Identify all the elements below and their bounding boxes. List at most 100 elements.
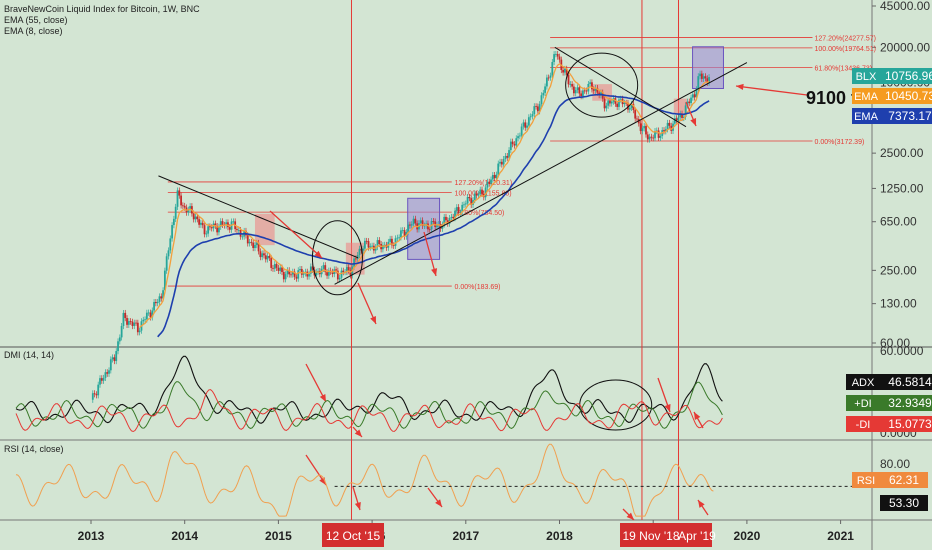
candle-body (151, 310, 154, 318)
candle-body (517, 136, 519, 139)
candle-body (596, 87, 599, 93)
candle-body (203, 225, 206, 235)
candle-body (497, 163, 500, 175)
candle-body (544, 86, 546, 93)
candle-body (389, 238, 392, 242)
candle-body (468, 197, 471, 199)
candle-body (104, 372, 107, 378)
candle-body (236, 229, 238, 231)
fib-label: 127.20%(1420.31) (455, 180, 513, 187)
candle-body (398, 237, 401, 239)
candle-body (684, 105, 687, 117)
candle-body (664, 129, 667, 132)
candle-body (704, 76, 707, 79)
candle-body (194, 216, 197, 220)
candle-body (511, 141, 514, 145)
candle-body (111, 357, 114, 360)
candle-body (540, 95, 543, 105)
y-tick-label: 60.00 (880, 336, 910, 350)
adx-tag-name: ADX (852, 377, 875, 389)
candle-body (165, 256, 168, 271)
candle-body (216, 225, 219, 233)
candle-body (214, 223, 217, 226)
candle-body (367, 241, 370, 248)
candle-body (284, 274, 287, 280)
candle-body (520, 126, 523, 136)
candle-body (454, 210, 456, 219)
date-tag-bg (322, 523, 384, 547)
candle-body (342, 270, 345, 273)
ema55-tag-name-bg (852, 108, 880, 124)
candle-body (266, 256, 269, 260)
candle-body (412, 218, 415, 225)
candle-body (281, 267, 283, 273)
candle-body (569, 84, 572, 85)
candle-body (356, 254, 359, 260)
candle-body (358, 248, 361, 255)
arrow-head (431, 268, 438, 276)
candle-body (509, 141, 512, 151)
candle-body (93, 393, 96, 395)
candle-body (562, 69, 565, 73)
candle-body (131, 321, 134, 326)
candle-body (200, 222, 202, 225)
candle-body (308, 273, 310, 277)
candle-body (650, 136, 653, 138)
candle-body (682, 116, 685, 118)
x-tick-label: 2013 (78, 529, 105, 543)
candle-body (627, 102, 629, 110)
candle-body (556, 53, 559, 57)
candle-body (500, 161, 503, 165)
fib-label: 61.80%(13436.73) (814, 66, 872, 73)
candle-body (365, 240, 368, 242)
arrow-head (354, 429, 362, 437)
candle-body (135, 322, 137, 324)
arrow-head (435, 499, 442, 507)
candle-body (495, 174, 498, 179)
candle-body (362, 248, 364, 251)
candle-body (499, 161, 501, 164)
candle-body (201, 222, 204, 226)
rsi-tag-name-bg (852, 472, 880, 488)
candle-body (259, 251, 262, 258)
candle-body (452, 216, 455, 219)
x-tick-label: 2020 (734, 529, 761, 543)
candle-body (401, 230, 404, 231)
candle-body (486, 181, 489, 188)
candle-body (634, 110, 637, 119)
candle-body (533, 106, 536, 115)
candle-body (126, 318, 128, 325)
candle-body (187, 209, 190, 213)
candle-body (309, 266, 312, 274)
candle-body (518, 135, 521, 137)
x-tick-label: 2017 (452, 529, 479, 543)
trendline (334, 62, 748, 285)
candle-body (255, 242, 258, 246)
candle-body (639, 123, 642, 132)
ema8-tag-value: 10450.73 (885, 89, 932, 103)
legend-ema8: EMA (8, close) (4, 26, 63, 36)
candle-body (261, 253, 264, 258)
candle-body (419, 220, 422, 224)
arrow-head (319, 394, 326, 402)
candle-body (695, 89, 698, 98)
candle-body (673, 118, 676, 124)
candle-body (120, 326, 123, 338)
candle-body (270, 257, 273, 268)
candle-body (279, 267, 282, 271)
candle-body (571, 84, 574, 87)
candle-body (218, 226, 220, 233)
candle-body (407, 224, 410, 233)
candle-body (149, 312, 152, 318)
candle-body (167, 250, 170, 257)
candle-body (315, 271, 318, 276)
candle-body (286, 270, 289, 275)
annotation-arrow (357, 282, 377, 325)
candle-body (459, 212, 462, 214)
candle-body (619, 98, 622, 100)
candle-body (178, 190, 181, 196)
candle-body (345, 267, 348, 272)
candle-body (196, 216, 199, 220)
candle-body (237, 229, 240, 231)
